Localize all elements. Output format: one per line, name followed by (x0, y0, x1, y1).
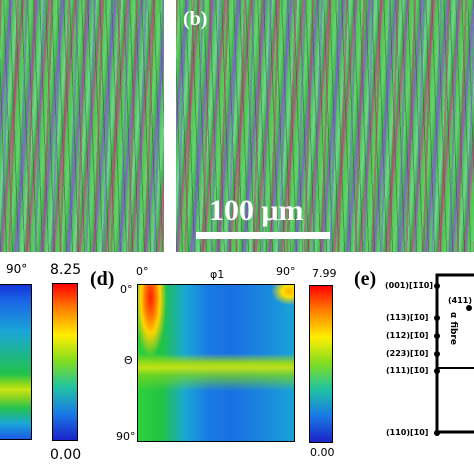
scale-bar-label: 100 μm (209, 194, 304, 227)
ebsd-map-b (176, 0, 474, 252)
colorbar-d-min: 0.00 (310, 446, 335, 459)
colorbar-left (52, 283, 78, 441)
fibre-dot-110 (434, 430, 440, 436)
fibre-dot-001 (434, 283, 440, 289)
fibre-orientation-111: (111)[1̄0] (386, 366, 429, 375)
odf-d-x-axis-label: φ1 (210, 268, 225, 281)
odf-left-top-right-label: 90° (6, 262, 28, 276)
fibre-orientation-113: (113)[1̄0] (386, 313, 429, 322)
panel-label-e: (e) (354, 268, 377, 290)
fibre-dot-223 (434, 351, 440, 357)
panel-label-b: (b) (183, 8, 208, 30)
fibre-dot-113 (434, 315, 440, 321)
odf-d-y-bottom: 90° (116, 430, 136, 443)
fibre-corner-label: (411) (448, 296, 473, 305)
panel-label-d: (d) (90, 268, 115, 290)
fibre-orientation-223: (223)[1̄0] (386, 349, 429, 358)
fibre-orientation-110: (110)[1̄0] (386, 428, 429, 437)
odf-d-y-axis-label: Θ (124, 354, 133, 367)
fibre-orientation-112: (112)[1̄0] (386, 331, 429, 340)
colorbar-d-max: 7.99 (312, 267, 337, 280)
colorbar-left-min: 0.00 (50, 447, 82, 463)
colorbar-d (309, 285, 333, 443)
ebsd-map-a (0, 0, 164, 252)
odf-d-x-start: 0° (136, 265, 149, 278)
alpha-fibre-label: α fibre (448, 312, 458, 345)
scale-bar (196, 232, 330, 239)
odf-d-y-top: 0° (120, 283, 133, 296)
odf-map-d (137, 284, 295, 442)
fibre-dot-112 (434, 333, 440, 339)
odf-d-x-end: 90° (276, 265, 296, 278)
fibre-dot-111 (434, 368, 440, 374)
colorbar-left-max: 8.25 (50, 262, 82, 278)
fibre-corner-dot (466, 305, 472, 311)
fibre-orientation-001: (001)[1̄1̄0] (385, 281, 434, 290)
odf-map-left (0, 284, 32, 440)
